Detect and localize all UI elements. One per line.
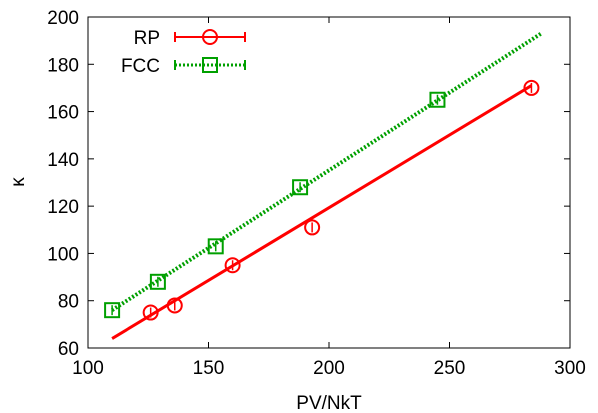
legend-label-fcc: FCC (121, 56, 160, 77)
y-tick-label: 60 (58, 339, 79, 360)
data-point-rp (142, 304, 159, 321)
data-point-fcc (207, 238, 224, 255)
data-point-fcc (429, 91, 446, 108)
y-tick-label: 80 (58, 292, 79, 313)
data-point-rp (166, 297, 183, 314)
fit-lines (111, 31, 543, 340)
y-tick-label: 120 (47, 197, 79, 218)
y-tick-label: 200 (47, 8, 79, 29)
legend: RP FCC (121, 28, 246, 77)
data-point-rp (224, 257, 241, 274)
legend-marker-rp (202, 29, 218, 45)
data-point-rp (304, 219, 321, 236)
x-tick-label: 250 (434, 358, 466, 379)
x-tick-label: 150 (193, 358, 225, 379)
data-markers (104, 79, 540, 321)
data-point-fcc (292, 179, 309, 196)
data-point-fcc (104, 302, 121, 319)
y-tick-label: 140 (47, 150, 79, 171)
y-axis-label: κ (8, 177, 29, 187)
x-tick-label: 300 (554, 358, 586, 379)
x-tick-label: 200 (313, 358, 345, 379)
y-tick-label: 160 (47, 103, 79, 124)
plot-frame (87, 16, 571, 349)
fit-line-fcc (111, 31, 543, 312)
legend-marker-fcc (202, 57, 218, 73)
y-tick-label: 180 (47, 55, 79, 76)
x-axis-label: PV/NkT (296, 393, 362, 413)
data-point-fcc (149, 273, 166, 290)
axis-ticks: 100 150 200 250 300 60 80 100 120 140 160 180 200 (47, 8, 586, 379)
legend-label-rp: RP (134, 28, 160, 49)
fit-line-rp (111, 84, 533, 340)
y-tick-label: 100 (47, 244, 79, 265)
data-point-rp (523, 79, 540, 96)
x-tick-label: 100 (72, 358, 104, 379)
